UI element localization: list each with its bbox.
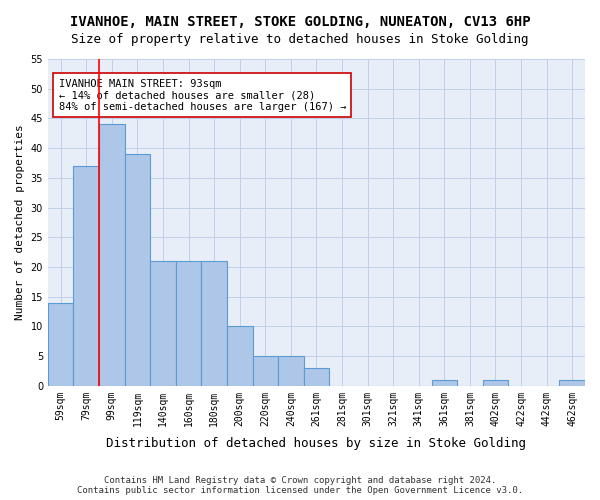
Bar [253, 356, 278, 386]
Bar [73, 166, 99, 386]
Bar [125, 154, 150, 386]
Bar [431, 380, 457, 386]
Bar [202, 261, 227, 386]
Bar [559, 380, 585, 386]
Bar [176, 261, 202, 386]
Bar [99, 124, 125, 386]
Text: IVANHOE MAIN STREET: 93sqm
← 14% of detached houses are smaller (28)
84% of semi: IVANHOE MAIN STREET: 93sqm ← 14% of deta… [59, 78, 346, 112]
X-axis label: Distribution of detached houses by size in Stoke Golding: Distribution of detached houses by size … [106, 437, 526, 450]
Bar [227, 326, 253, 386]
Bar [304, 368, 329, 386]
Bar [482, 380, 508, 386]
Text: Size of property relative to detached houses in Stoke Golding: Size of property relative to detached ho… [71, 32, 529, 46]
Y-axis label: Number of detached properties: Number of detached properties [15, 124, 25, 320]
Bar [48, 302, 73, 386]
Bar [150, 261, 176, 386]
Bar [278, 356, 304, 386]
Text: Contains HM Land Registry data © Crown copyright and database right 2024.
Contai: Contains HM Land Registry data © Crown c… [77, 476, 523, 495]
Text: IVANHOE, MAIN STREET, STOKE GOLDING, NUNEATON, CV13 6HP: IVANHOE, MAIN STREET, STOKE GOLDING, NUN… [70, 15, 530, 29]
